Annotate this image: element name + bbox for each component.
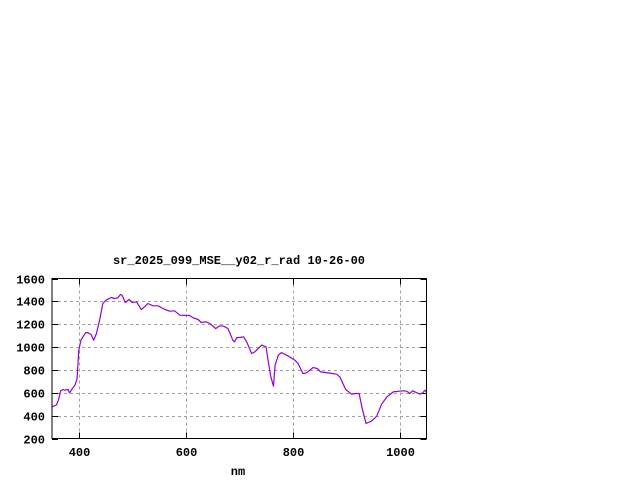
axis-ticks — [52, 278, 427, 440]
grid — [52, 278, 427, 439]
y-tick-label: 400 — [23, 411, 45, 425]
plot-frame — [51, 278, 427, 439]
x-tick-label: 1000 — [386, 446, 415, 460]
spectrum-line — [51, 293, 427, 425]
x-tick-label: 400 — [69, 446, 91, 460]
y-tick-label: 600 — [23, 388, 45, 402]
y-tick-label: 1400 — [16, 296, 45, 310]
x-tick-label: 800 — [283, 446, 305, 460]
y-tick-label: 800 — [23, 365, 45, 379]
x-tick-label: 600 — [176, 446, 198, 460]
y-tick-label: 1200 — [16, 319, 45, 333]
y-tick-label: 1600 — [16, 274, 45, 288]
chart-title: sr_2025_099_MSE__y02_r_rad 10-26-00 — [113, 254, 365, 268]
y-tick-label: 1000 — [16, 342, 45, 356]
series-layer — [51, 293, 427, 425]
tick-labels: 400 600 800 1000 200 400 600 800 1000 1200 1400 160… — [16, 274, 415, 461]
y-tick-label: 200 — [23, 434, 45, 448]
x-axis-label: nm — [231, 465, 245, 479]
